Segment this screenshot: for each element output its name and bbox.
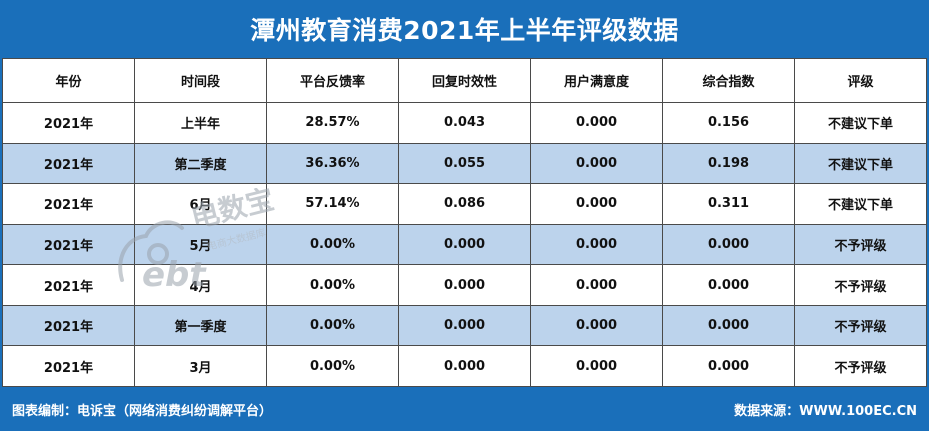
cell-year: 2021年 [2,102,135,144]
footer-source: 数据来源：WWW.100EC.CN [734,403,917,419]
cell-year: 2021年 [2,304,135,347]
cell-composite-index: 0.000 [662,264,795,306]
cell-satisfaction: 0.000 [530,304,663,347]
cell-satisfaction: 0.000 [530,183,663,225]
cell-year: 2021年 [2,345,135,387]
rating-table: 年份 时间段 平台反馈率 回复时效性 用户满意度 综合指数 评级 2021年 上… [2,58,927,387]
column-header-feedback-rate: 平台反馈率 [266,58,399,103]
cell-year: 2021年 [2,183,135,225]
rating-table-container: 年份 时间段 平台反馈率 回复时效性 用户满意度 综合指数 评级 2021年 上… [0,58,929,387]
cell-composite-index: 0.311 [662,183,795,225]
cell-year: 2021年 [2,223,135,266]
title-banner: 潭州教育消费2021年上半年评级数据 [0,0,929,58]
column-header-reply-timeliness: 回复时效性 [398,58,531,103]
table-row: 2021年 5月 0.00% 0.000 0.000 0.000 不予评级 [2,223,927,266]
cell-reply-timeliness: 0.043 [398,102,531,144]
cell-reply-timeliness: 0.055 [398,142,531,185]
cell-rating: 不予评级 [794,264,927,306]
column-header-satisfaction: 用户满意度 [530,58,663,103]
footer-bar: 图表编制：电诉宝（网络消费纠纷调解平台） 数据来源：WWW.100EC.CN [0,387,929,431]
cell-feedback-rate: 36.36% [266,142,399,185]
cell-period: 第二季度 [134,142,267,185]
table-row: 2021年 第二季度 36.36% 0.055 0.000 0.198 不建议下… [2,142,927,185]
cell-feedback-rate: 0.00% [266,345,399,387]
table-row: 2021年 第一季度 0.00% 0.000 0.000 0.000 不予评级 [2,304,927,347]
table-row: 2021年 3月 0.00% 0.000 0.000 0.000 不予评级 [2,345,927,387]
cell-year: 2021年 [2,142,135,185]
cell-rating: 不予评级 [794,223,927,266]
cell-reply-timeliness: 0.000 [398,223,531,266]
column-header-period: 时间段 [134,58,267,103]
cell-period: 3月 [134,345,267,387]
cell-feedback-rate: 28.57% [266,102,399,144]
cell-feedback-rate: 0.00% [266,304,399,347]
cell-reply-timeliness: 0.000 [398,345,531,387]
cell-period: 5月 [134,223,267,266]
cell-feedback-rate: 0.00% [266,223,399,266]
cell-satisfaction: 0.000 [530,142,663,185]
table-row: 2021年 6月 57.14% 0.086 0.000 0.311 不建议下单 [2,183,927,225]
cell-period: 6月 [134,183,267,225]
cell-composite-index: 0.000 [662,223,795,266]
cell-composite-index: 0.000 [662,345,795,387]
cell-reply-timeliness: 0.000 [398,264,531,306]
table-row: 2021年 4月 0.00% 0.000 0.000 0.000 不予评级 [2,264,927,306]
cell-composite-index: 0.000 [662,304,795,347]
column-header-rating: 评级 [794,58,927,103]
cell-feedback-rate: 57.14% [266,183,399,225]
cell-rating: 不建议下单 [794,102,927,144]
column-header-composite-index: 综合指数 [662,58,795,103]
cell-rating: 不予评级 [794,304,927,347]
cell-period: 4月 [134,264,267,306]
cell-rating: 不建议下单 [794,183,927,225]
cell-period: 第一季度 [134,304,267,347]
cell-reply-timeliness: 0.086 [398,183,531,225]
footer-compiler: 图表编制：电诉宝（网络消费纠纷调解平台） [12,403,273,419]
cell-satisfaction: 0.000 [530,345,663,387]
cell-satisfaction: 0.000 [530,223,663,266]
cell-reply-timeliness: 0.000 [398,304,531,347]
cell-satisfaction: 0.000 [530,264,663,306]
cell-composite-index: 0.198 [662,142,795,185]
cell-feedback-rate: 0.00% [266,264,399,306]
cell-satisfaction: 0.000 [530,102,663,144]
table-header-row: 年份 时间段 平台反馈率 回复时效性 用户满意度 综合指数 评级 [2,58,927,103]
cell-composite-index: 0.156 [662,102,795,144]
cell-rating: 不建议下单 [794,142,927,185]
cell-period: 上半年 [134,102,267,144]
column-header-year: 年份 [2,58,135,103]
table-row: 2021年 上半年 28.57% 0.043 0.000 0.156 不建议下单 [2,102,927,144]
cell-rating: 不予评级 [794,345,927,387]
cell-year: 2021年 [2,264,135,306]
page-title: 潭州教育消费2021年上半年评级数据 [250,16,679,45]
